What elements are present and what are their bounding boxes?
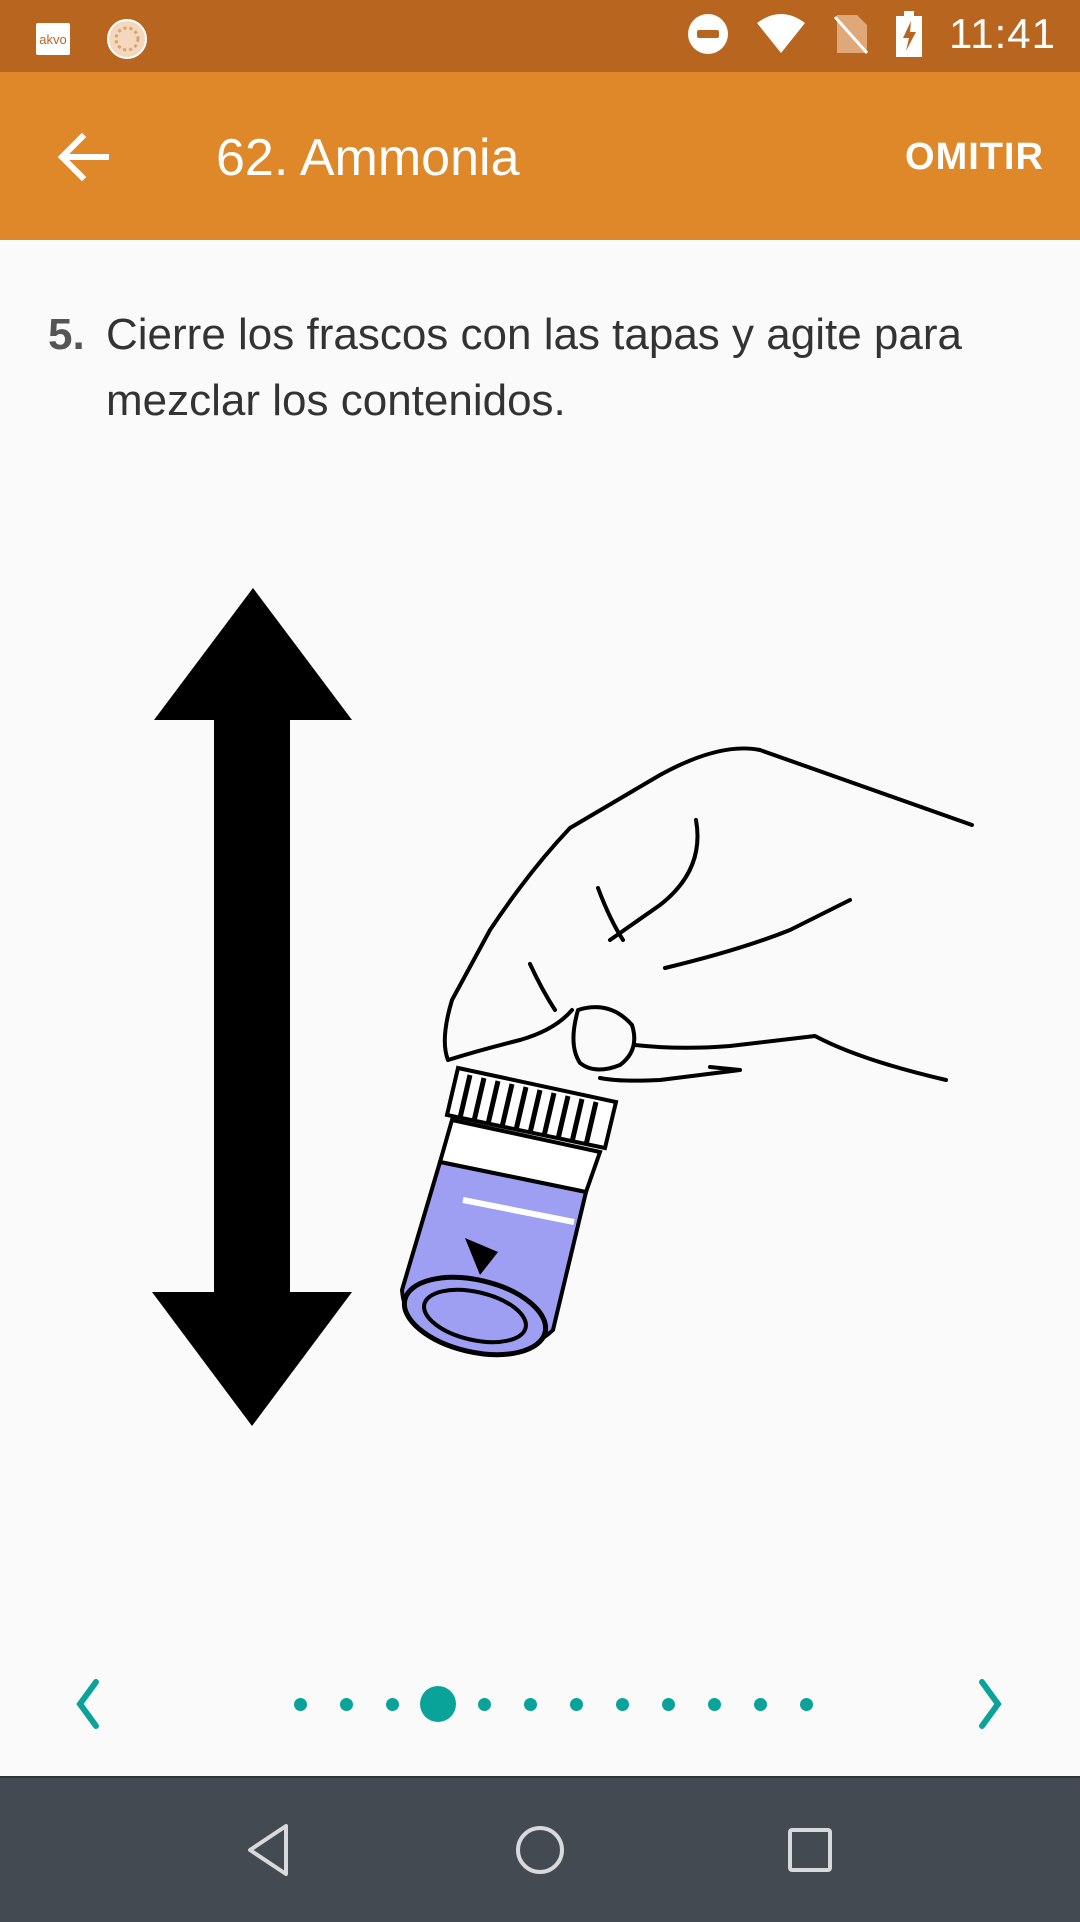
page-dot [707,1698,721,1711]
chevron-right-icon[interactable] [960,1674,1016,1734]
status-bar: akvo 11:41 [0,0,1080,72]
step-number: 5. [48,310,85,359]
nav-back-icon[interactable] [238,1818,302,1882]
chevron-left-icon[interactable] [62,1674,118,1734]
akvo-notification-icon: akvo [36,23,70,55]
page-dot [753,1698,767,1711]
vial-cap-icon [444,1065,619,1151]
skip-button[interactable]: OMITIR [905,136,1044,178]
page-title: 62. Ammonia [216,129,520,187]
page-dot [339,1698,353,1711]
instruction-step: 5. Cierre los frascos con las tapas y ag… [48,302,1028,434]
dnd-icon [688,14,728,54]
page-dot [477,1698,491,1711]
page-dot [385,1698,399,1711]
no-sim-icon [833,15,869,54]
battery-charging-icon [896,11,922,57]
page-dot [523,1698,537,1711]
page-dot [615,1698,629,1711]
akvo-badge-label: akvo [39,31,67,47]
vial-icon [399,1117,603,1358]
up-down-arrow-icon [152,588,352,1426]
system-nav-bar [0,1776,1080,1922]
step-pager [0,1660,1080,1748]
page-dot [799,1698,813,1711]
page-dot [569,1698,583,1711]
page-dot [293,1698,307,1711]
step-text: Cierre los frascos con las tapas y agite… [106,310,962,425]
app-bar: 62. Ammonia OMITIR [0,72,1080,240]
wifi-icon [757,14,805,53]
sync-notification-icon [107,19,147,59]
page-dot [661,1698,675,1711]
shake-vial-icon [152,588,974,1426]
page-indicator [280,1660,820,1748]
nav-recents-icon[interactable] [778,1818,842,1882]
status-time: 11:41 [949,10,1056,57]
page-dot-active [420,1686,456,1722]
arrow-back-icon[interactable] [50,122,120,192]
nav-home-icon[interactable] [508,1818,572,1882]
